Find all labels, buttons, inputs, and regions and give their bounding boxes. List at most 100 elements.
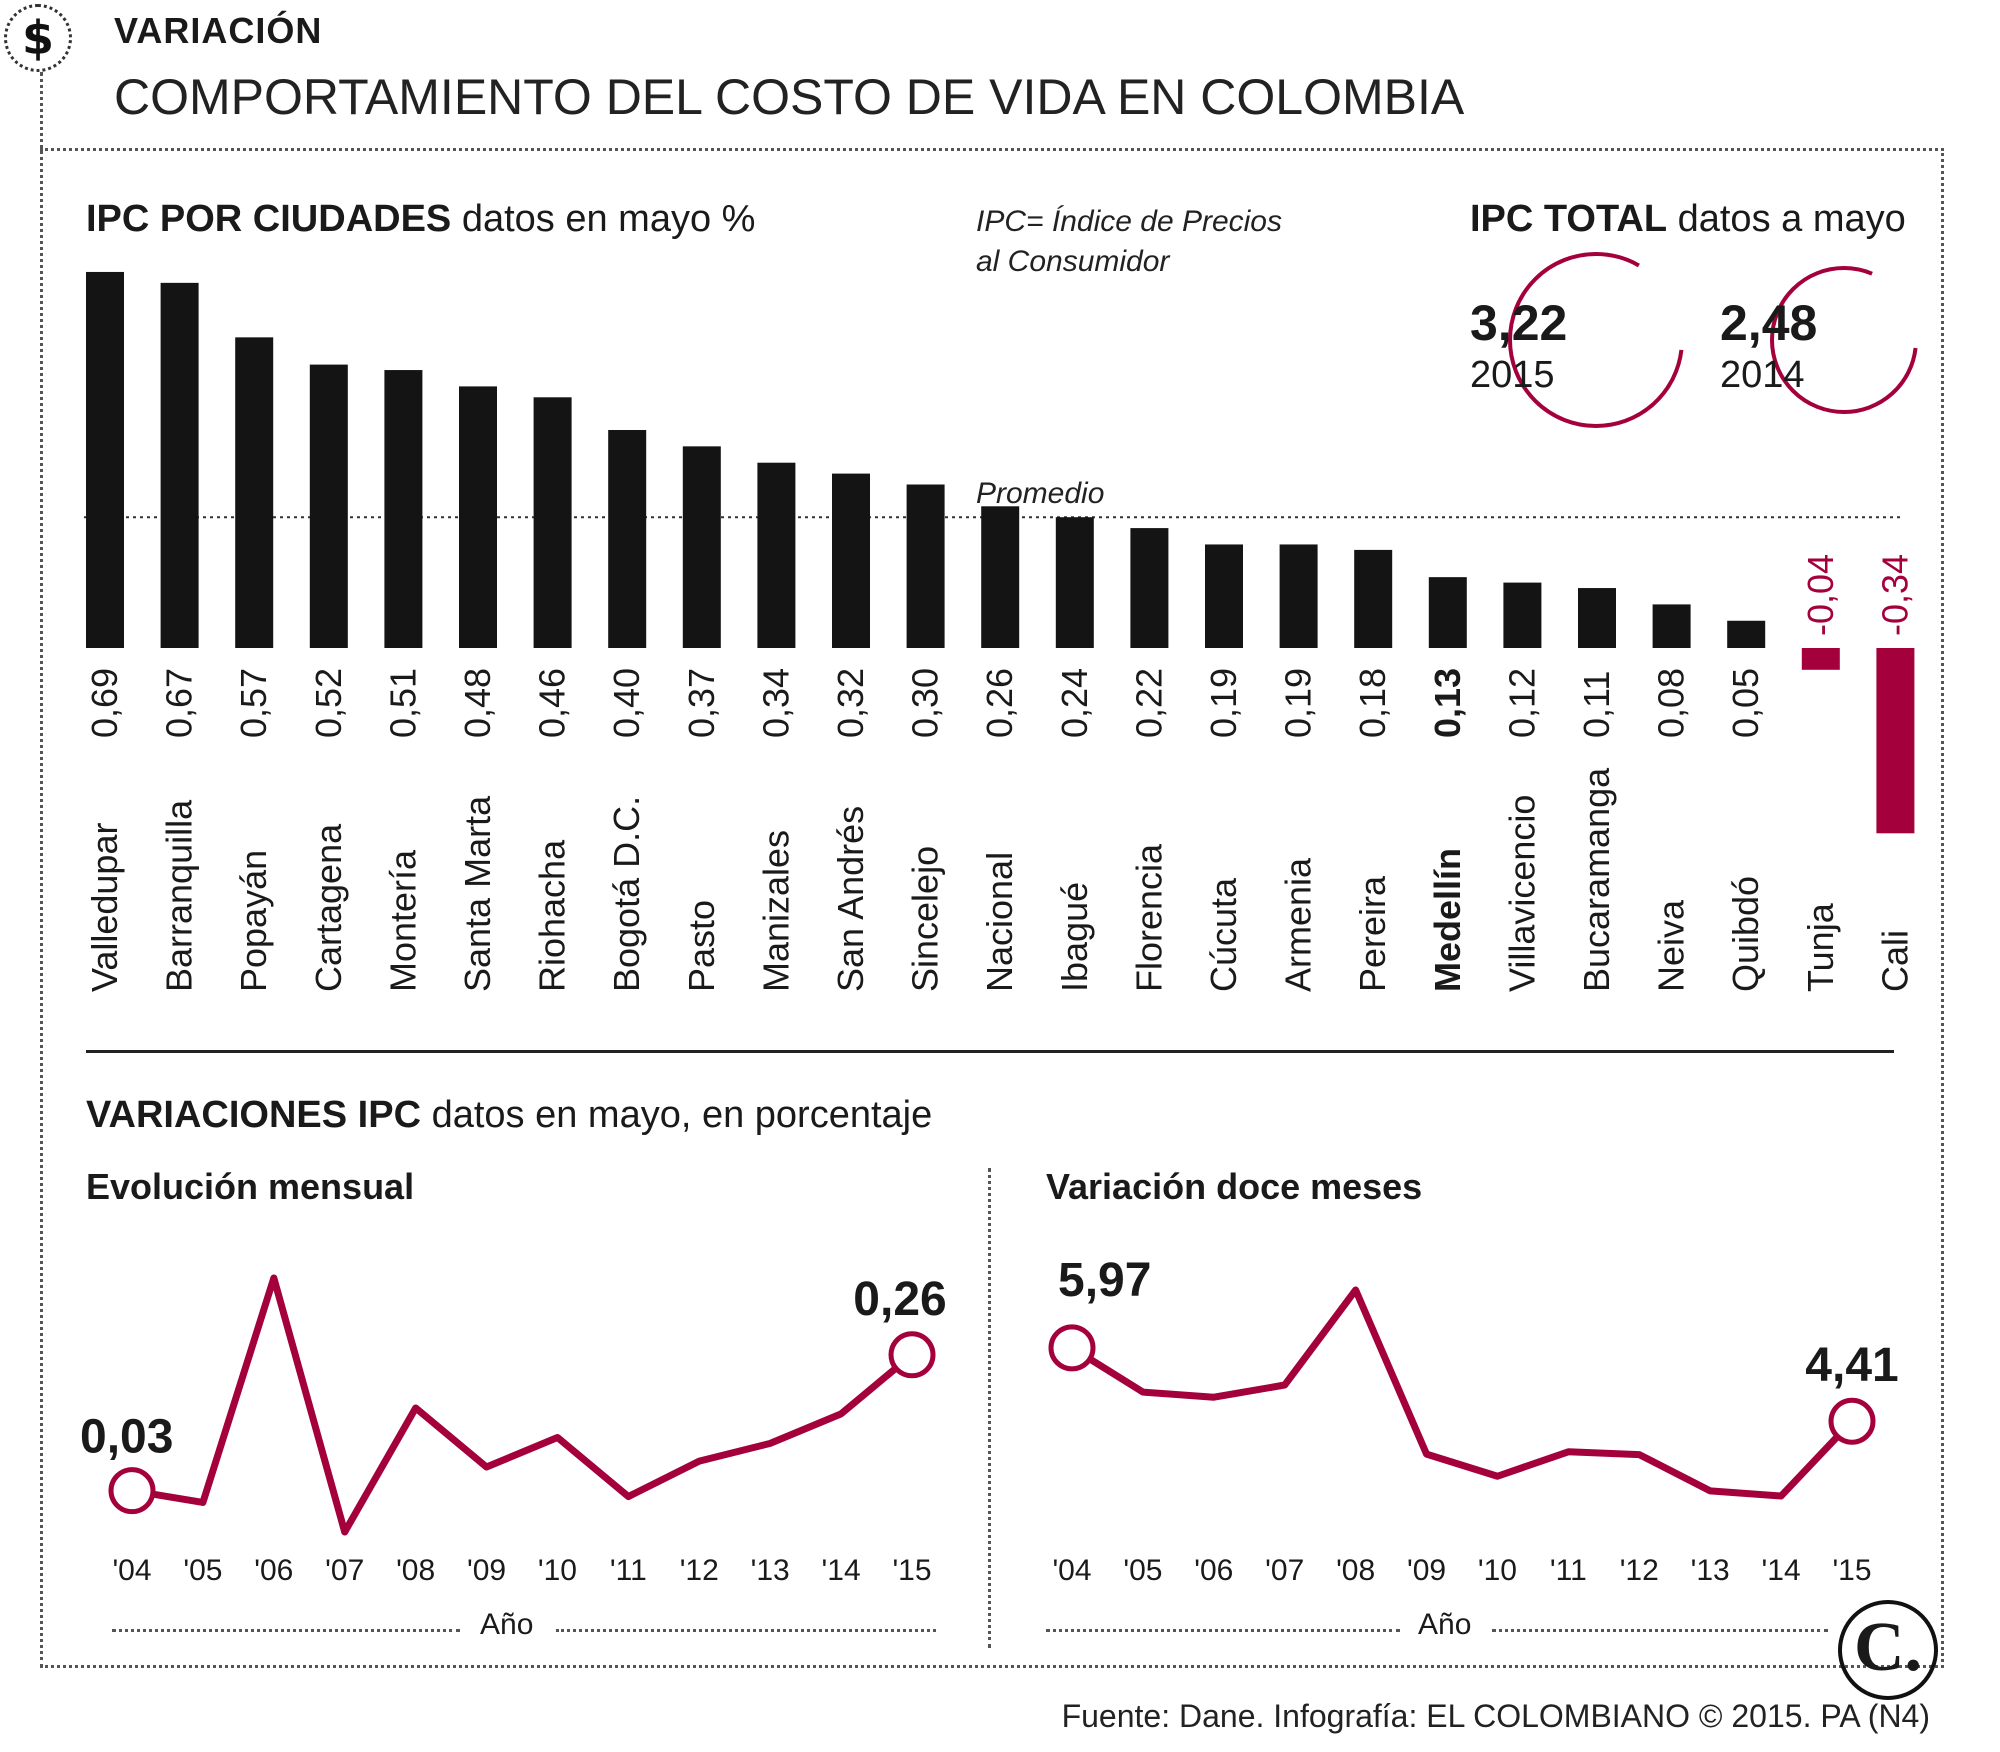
total-title-bold: IPC TOTAL bbox=[1470, 198, 1668, 240]
series-line bbox=[1070, 1286, 1855, 1500]
category-label-cali: Cali bbox=[1874, 930, 1915, 992]
section-label: VARIACIÓN bbox=[114, 10, 323, 51]
x-tick-2: '05 bbox=[1123, 1554, 1162, 1587]
value-label-barranquilla: 0,67 bbox=[159, 668, 200, 738]
bar-barranquilla bbox=[160, 282, 199, 648]
category-label-popayan: Popayán bbox=[233, 850, 274, 992]
monthly-axis-dotline-left bbox=[112, 1629, 460, 1632]
ipc-total-value-2014: 2,48 bbox=[1720, 295, 1818, 351]
bar-san-andres bbox=[832, 473, 870, 648]
el-colombiano-logo: C. bbox=[1838, 1600, 1938, 1700]
point-label-1: 5,97 bbox=[1058, 1254, 1151, 1307]
series-line bbox=[131, 1274, 915, 1536]
dollar-icon: $ bbox=[4, 4, 72, 72]
ipc-total-ring-2015 bbox=[1508, 252, 1684, 428]
value-label-pereira: 0,18 bbox=[1352, 668, 1393, 738]
point-label-12: 4,41 bbox=[1805, 1339, 1898, 1392]
source-credit: Fuente: Dane. Infografía: EL COLOMBIANO … bbox=[1061, 1698, 1930, 1734]
data-point-7 bbox=[1495, 1474, 1499, 1478]
data-point-3 bbox=[272, 1276, 276, 1280]
data-point-8 bbox=[1566, 1450, 1570, 1454]
data-point-6 bbox=[1425, 1452, 1429, 1456]
x-tick-1: '04 bbox=[1052, 1554, 1091, 1587]
bar-pereira bbox=[1354, 549, 1393, 648]
bar-valledupar bbox=[86, 271, 124, 648]
cities-title-rest: datos en mayo % bbox=[451, 198, 756, 240]
data-point-5 bbox=[1354, 1288, 1358, 1292]
point-label-12: 0,26 bbox=[853, 1273, 946, 1326]
highlight-marker-1 bbox=[1048, 1324, 1096, 1372]
bar-nacional bbox=[981, 506, 1020, 648]
note-line-1: IPC= Índice de Precios bbox=[976, 205, 1282, 238]
x-tick-6: '09 bbox=[467, 1554, 506, 1587]
value-label-sincelejo: 0,30 bbox=[905, 668, 946, 738]
x-tick-6: '09 bbox=[1407, 1554, 1446, 1587]
cities-bar-chart: Promedio 0,69 Valledupar 0,67 Barranquilla 0,… bbox=[84, 271, 1915, 992]
ipc-total-year-2015: 2015 bbox=[1470, 354, 1555, 396]
value-label-cartagena: 0,52 bbox=[308, 668, 349, 738]
bar-bucaramanga bbox=[1578, 588, 1616, 648]
ipc-definition-note: IPC= Índice de Precios al Consumidor bbox=[976, 202, 1282, 282]
value-label-valledupar: 0,69 bbox=[84, 668, 125, 738]
value-label-popayan: 0,57 bbox=[233, 668, 274, 738]
highlight-marker-1 bbox=[108, 1467, 156, 1515]
x-tick-1: '04 bbox=[112, 1554, 151, 1587]
bar-villavicencio bbox=[1503, 582, 1542, 648]
monthly-line-chart: 0,03 0,26 '04 '05 '06 '07 '08 '09 '10 '11 '12 '13 '1… bbox=[80, 1273, 947, 1587]
value-label-bogota-d-c: 0,40 bbox=[606, 668, 647, 738]
category-label-manizales: Manizales bbox=[755, 830, 796, 992]
category-label-bogota-d-c: Bogotá D.C. bbox=[606, 796, 647, 992]
value-label-neiva: 0,08 bbox=[1651, 668, 1692, 738]
variations-title-bold: VARIACIONES IPC bbox=[86, 1094, 422, 1136]
category-label-riohacha: Riohacha bbox=[532, 839, 573, 992]
bar-cartagena bbox=[309, 364, 348, 648]
value-label-nacional: 0,26 bbox=[979, 668, 1020, 738]
value-label-medellin: 0,13 bbox=[1427, 668, 1468, 738]
category-label-ibague: Ibagué bbox=[1054, 882, 1095, 992]
average-label: Promedio bbox=[976, 477, 1104, 510]
x-tick-9: '12 bbox=[1620, 1554, 1659, 1587]
x-tick-7: '10 bbox=[1478, 1554, 1517, 1587]
data-point-11 bbox=[1779, 1494, 1783, 1498]
category-label-pasto: Pasto bbox=[681, 900, 722, 992]
value-label-manizales: 0,34 bbox=[755, 668, 796, 738]
category-label-cartagena: Cartagena bbox=[308, 823, 349, 992]
x-tick-7: '10 bbox=[538, 1554, 577, 1587]
data-point-4 bbox=[1283, 1383, 1287, 1387]
monthly-axis-title: Año bbox=[480, 1608, 534, 1641]
bar-armenia bbox=[1279, 544, 1318, 648]
value-label-armenia: 0,19 bbox=[1278, 668, 1319, 738]
point-label-1: 0,03 bbox=[80, 1411, 173, 1464]
category-label-nacional: Nacional bbox=[979, 852, 1020, 992]
annual-line-chart: 5,97 4,41 '04 '05 '06 '07 '08 '09 '10 '11 '12 '13 '1… bbox=[1048, 1254, 1899, 1587]
monthly-axis-dotline-right bbox=[556, 1629, 936, 1632]
category-label-cucuta: Cúcuta bbox=[1203, 877, 1244, 992]
value-label-quibdo: 0,05 bbox=[1725, 668, 1766, 738]
value-label-pasto: 0,37 bbox=[681, 668, 722, 738]
x-tick-5: '08 bbox=[1336, 1554, 1375, 1587]
x-tick-11: '14 bbox=[1762, 1554, 1801, 1587]
bar-sincelejo bbox=[906, 484, 945, 648]
x-tick-10: '13 bbox=[751, 1554, 790, 1587]
total-chart-title: IPC TOTAL datos a mayo bbox=[1470, 198, 1906, 241]
category-label-neiva: Neiva bbox=[1651, 899, 1692, 992]
data-point-2 bbox=[201, 1500, 205, 1504]
category-label-sincelejo: Sincelejo bbox=[905, 846, 946, 992]
bar-riohacha bbox=[533, 397, 572, 648]
bar-medellin bbox=[1428, 577, 1467, 648]
bar-popayan bbox=[235, 337, 274, 648]
value-label-monteria: 0,51 bbox=[382, 668, 423, 738]
section-divider bbox=[86, 1050, 1894, 1053]
category-label-pereira: Pereira bbox=[1352, 875, 1393, 992]
cities-title-bold: IPC POR CIUDADES bbox=[86, 198, 452, 240]
x-tick-9: '12 bbox=[680, 1554, 719, 1587]
annual-axis-dotline-left bbox=[1046, 1629, 1400, 1632]
data-point-2 bbox=[1141, 1390, 1145, 1394]
category-label-armenia: Armenia bbox=[1278, 857, 1319, 992]
x-tick-11: '14 bbox=[822, 1554, 861, 1587]
x-tick-3: '06 bbox=[1194, 1554, 1233, 1587]
ipc-total-value-2015: 3,22 bbox=[1470, 295, 1568, 351]
x-tick-4: '07 bbox=[325, 1554, 364, 1587]
data-point-6 bbox=[485, 1465, 489, 1469]
bar-pasto bbox=[682, 446, 721, 648]
